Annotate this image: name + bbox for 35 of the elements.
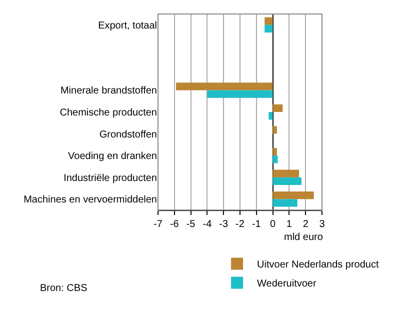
x-axis-title: mld euro [284,232,324,243]
bar [264,24,273,33]
x-tick-label: -7 [154,219,163,230]
bar [272,177,302,185]
x-tick-label: 0 [270,219,276,230]
bar [272,199,298,207]
legend-label: Wederuitvoer [257,278,317,290]
x-tick-label: -2 [236,219,245,230]
bar [272,170,300,178]
text: Bron: CBS [40,283,88,294]
y-tick-label: Voeding en dranken [68,151,157,162]
bar [272,156,278,164]
bar [272,148,277,156]
x-tick-label: -4 [202,219,212,230]
bar [207,90,273,98]
x-tick-label: -1 [252,219,262,230]
x-tick-label: -5 [186,219,196,230]
bar [272,126,277,134]
x-tick-label: 3 [319,219,326,230]
y-tick-label: Grondstoffen [99,129,157,140]
bar [176,82,273,90]
y-tick-label: Industriële producten [64,172,157,184]
x-tick-label: -3 [219,219,228,230]
bar [268,112,273,120]
x-tick-label: -6 [170,219,180,230]
legend-label: Uitvoer Nederlands product [257,260,379,271]
bar [272,104,283,112]
y-tick-label: Chemische producten [60,108,157,118]
x-tick-label: 1 [286,219,292,230]
bar [264,17,273,25]
y-tick-label: Export, totaal [98,20,157,32]
y-tick-label: Minerale brandstoffen [60,86,157,97]
y-tick-label: Machines en vervoermiddelen [24,194,157,206]
bar [272,191,314,200]
x-tick-label: 2 [302,219,309,230]
